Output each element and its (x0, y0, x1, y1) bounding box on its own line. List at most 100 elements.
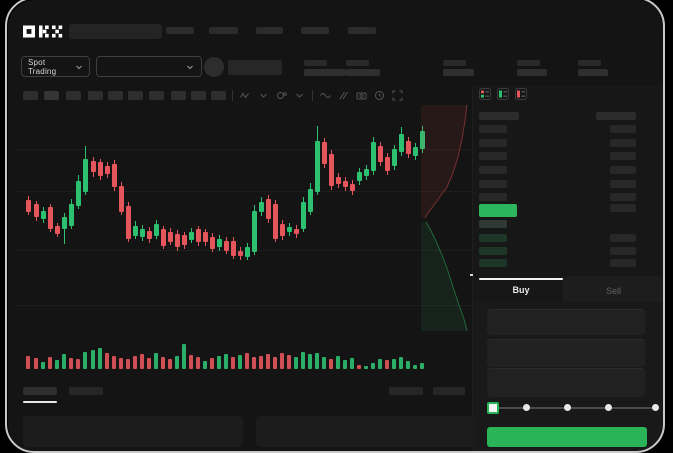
candle-body (245, 247, 250, 257)
timeframe-button-placeholder[interactable] (23, 91, 38, 100)
timeframe-button-placeholder[interactable] (211, 91, 226, 100)
timeframe-button-placeholder[interactable] (108, 91, 123, 100)
chevron-down-icon[interactable] (294, 90, 305, 101)
volume-bar (69, 358, 73, 369)
candle-body (34, 204, 39, 217)
ticker-stat-label-placeholder (578, 60, 601, 66)
volume-bar (357, 365, 361, 369)
ticker-stat-label-placeholder (304, 60, 327, 66)
sell-tab[interactable] (563, 276, 664, 302)
zigzag-icon[interactable] (240, 90, 251, 101)
fullscreen-icon[interactable] (392, 90, 403, 101)
nav-item-placeholder[interactable] (301, 27, 329, 34)
volume-bar (182, 344, 186, 369)
slider-stop[interactable] (564, 404, 571, 411)
volume-bar (252, 357, 256, 369)
volume-bar (406, 361, 410, 369)
order-input-field[interactable] (487, 368, 645, 397)
candle-body (196, 229, 201, 242)
slider-stop[interactable] (652, 404, 659, 411)
timeframe-button-placeholder[interactable] (128, 91, 143, 100)
slider-track (489, 407, 658, 409)
ask-price-placeholder (479, 139, 507, 147)
volume-bar (329, 359, 333, 369)
candle-body (252, 211, 257, 252)
candle-body (83, 159, 88, 192)
candle-body (217, 239, 222, 247)
okx-logo[interactable] (23, 25, 65, 38)
ask-size-placeholder (610, 139, 636, 147)
ask-price-placeholder (479, 152, 507, 160)
bottom-tab-placeholder[interactable] (23, 387, 57, 395)
bottom-tab-placeholder[interactable] (69, 387, 103, 395)
timeframe-button-placeholder[interactable] (88, 91, 103, 100)
buy-tab[interactable]: Buy (512, 285, 530, 295)
sell-tab-label[interactable]: Sell (605, 286, 621, 296)
candle-body (371, 142, 376, 171)
order-input-field[interactable] (487, 339, 645, 367)
candlestick-chart[interactable] (16, 105, 478, 340)
volume-bar (364, 366, 368, 369)
ticker-stat-value-placeholder (443, 69, 474, 76)
timeframe-button-placeholder[interactable] (171, 91, 186, 100)
indicator-icon[interactable] (276, 90, 287, 101)
volume-bar (238, 355, 242, 369)
volume-bar (294, 357, 298, 369)
grid-line (16, 191, 478, 192)
candle-body (301, 202, 306, 229)
candle-body (224, 241, 229, 251)
book-bids-icon[interactable] (497, 88, 509, 100)
candle-body (41, 211, 46, 219)
size-placeholder (610, 204, 636, 212)
candle-body (273, 204, 278, 239)
candle-body (406, 141, 411, 154)
nav-item-placeholder[interactable] (209, 27, 238, 34)
amount-slider[interactable] (487, 400, 659, 416)
ask-size-placeholder (610, 125, 636, 133)
slider-stop[interactable] (605, 404, 612, 411)
candle-body (322, 142, 327, 164)
candle-body (336, 177, 341, 184)
compare-icon[interactable] (338, 90, 349, 101)
timeframe-button-placeholder[interactable] (66, 91, 81, 100)
wave-icon[interactable] (320, 90, 331, 101)
order-input-field[interactable] (487, 309, 645, 335)
slider-stop[interactable] (523, 404, 530, 411)
nav-item-placeholder[interactable] (348, 27, 376, 34)
nav-item-placeholder[interactable] (166, 27, 194, 34)
ask-size-placeholder (610, 193, 636, 201)
ask-price-placeholder (479, 180, 507, 188)
candle-body (168, 232, 173, 242)
pair-selector[interactable] (96, 56, 202, 77)
camera-icon[interactable] (356, 90, 367, 101)
volume-bar (259, 356, 263, 369)
slider-handle[interactable] (487, 402, 499, 414)
market-type-selector[interactable]: Spot Trading (21, 56, 90, 77)
nav-item-placeholder[interactable] (256, 27, 283, 34)
volume-bar (315, 353, 319, 369)
book-combined-icon[interactable] (479, 88, 491, 100)
volume-bar (420, 363, 424, 369)
volume-bar (126, 359, 130, 369)
bottom-action-placeholder[interactable] (433, 387, 465, 395)
candle-body (55, 226, 60, 234)
candle-body (259, 202, 264, 212)
candle-body (161, 229, 166, 246)
clock-icon[interactable] (374, 90, 385, 101)
volume-bar (105, 353, 109, 369)
candle-body (357, 172, 362, 181)
chevron-down-icon[interactable] (258, 90, 269, 101)
volume-bar (41, 362, 45, 369)
bid-size-placeholder (610, 259, 636, 267)
timeframe-button-placeholder[interactable] (44, 91, 59, 100)
timeframe-button-placeholder[interactable] (149, 91, 164, 100)
timeframe-button-placeholder[interactable] (191, 91, 206, 100)
search-input[interactable] (69, 24, 162, 39)
last-price-bar[interactable] (479, 204, 517, 217)
volume-bar (161, 357, 165, 369)
volume-bar (273, 357, 277, 369)
volume-bar (83, 352, 87, 369)
bottom-action-placeholder[interactable] (389, 387, 423, 395)
book-asks-icon[interactable] (515, 88, 527, 100)
submit-buy-button[interactable] (487, 427, 647, 447)
